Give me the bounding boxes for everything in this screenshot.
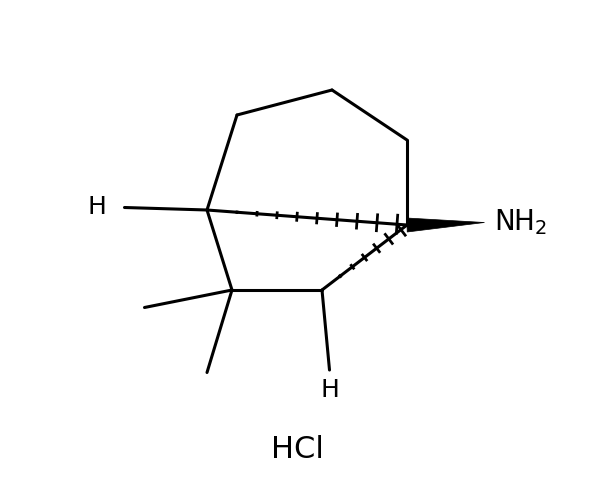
Text: HCl: HCl [270, 436, 324, 464]
Text: H: H [320, 378, 339, 402]
Text: H: H [87, 196, 106, 220]
Polygon shape [407, 218, 485, 232]
Text: NH$_2$: NH$_2$ [494, 208, 548, 238]
